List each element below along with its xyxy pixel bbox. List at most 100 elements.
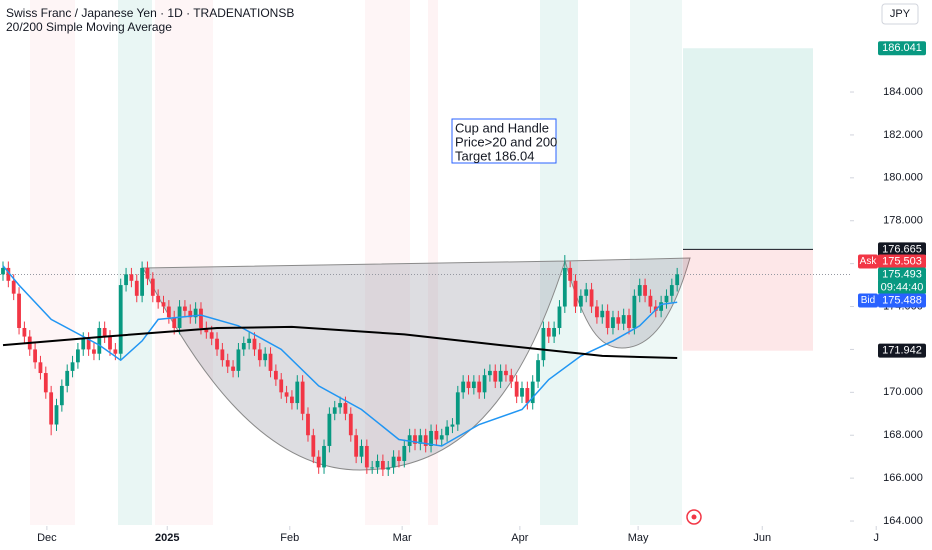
candle-body	[354, 435, 359, 457]
candle-body	[252, 338, 257, 350]
candle-body	[359, 445, 364, 457]
candle-body	[482, 375, 487, 393]
candle-body	[536, 360, 540, 382]
candle-body	[434, 430, 439, 440]
candle-body	[664, 295, 669, 303]
x-tick-label: Jun	[753, 532, 771, 544]
candle-body	[584, 289, 589, 296]
alert-dot	[691, 514, 697, 520]
green-band	[540, 0, 578, 525]
stop-price: 171.942	[882, 345, 922, 357]
candle-body	[418, 435, 423, 444]
candle-body	[413, 435, 417, 444]
candle-body	[129, 274, 134, 281]
indicator-label: 20/200 Simple Moving Average	[6, 20, 172, 34]
session-bands	[30, 0, 682, 525]
chart-title: Swiss Franc / Japanese Yen · 1D · TRADEN…	[6, 6, 294, 20]
loss-zone	[683, 249, 813, 351]
candle-body	[273, 370, 278, 380]
candle-body	[113, 349, 118, 354]
candle-body	[648, 295, 653, 307]
x-tick-label: J	[873, 532, 879, 544]
candle-body	[70, 362, 75, 371]
annotation-line: Target 186.04	[455, 148, 535, 163]
x-tick-label: Feb	[280, 532, 299, 544]
candle-body	[43, 373, 48, 393]
candle-body	[295, 381, 300, 404]
x-tick-label: Mar	[393, 532, 412, 544]
candle-body	[204, 327, 209, 333]
candle-body	[616, 317, 621, 324]
candle-body	[589, 289, 594, 307]
last-price-box	[878, 267, 926, 282]
green-band	[118, 0, 152, 525]
candle-body	[257, 349, 262, 361]
candle-body	[86, 338, 91, 350]
plot-area	[0, 48, 850, 476]
candle-body	[247, 338, 252, 343]
candle-body	[562, 267, 567, 307]
candle-body	[59, 385, 64, 406]
y-tick-label: 166.000	[883, 472, 923, 484]
candle-body	[477, 381, 482, 393]
candle-body	[659, 302, 664, 311]
candle-body	[76, 349, 80, 363]
candle-body	[627, 315, 631, 328]
ask-label: Ask	[860, 256, 878, 267]
y-tick-label: 170.000	[883, 386, 923, 398]
candle-body	[17, 293, 21, 328]
candle-body	[118, 285, 123, 354]
candle-body	[38, 362, 43, 374]
x-tick-label: May	[628, 532, 649, 544]
candle-body	[54, 405, 59, 425]
alert-icon[interactable]	[686, 509, 702, 525]
candle-body	[498, 370, 503, 382]
candle-body	[102, 327, 107, 337]
candle-body	[637, 285, 642, 296]
candle-body	[557, 306, 562, 328]
target-price-box	[878, 41, 926, 56]
candle-body	[348, 413, 353, 436]
y-tick-label: 182.000	[883, 129, 923, 141]
candle-body	[445, 426, 449, 436]
candle-body	[370, 467, 375, 469]
candle-body	[268, 353, 273, 371]
candle-body	[1, 267, 5, 275]
annotation-line: Cup and Handle	[455, 120, 549, 135]
candle-body	[439, 435, 444, 440]
candle-body	[316, 456, 321, 468]
target-price: 186.041	[882, 42, 922, 54]
candle-body	[514, 381, 519, 397]
candle-body	[450, 424, 455, 427]
candle-body	[605, 310, 610, 328]
candle-body	[225, 360, 230, 367]
candle-body	[161, 302, 166, 307]
bid-price: 175.488	[882, 294, 922, 306]
candle-body	[306, 413, 310, 436]
ask-price-box	[878, 254, 926, 269]
bid-label-box	[858, 293, 878, 308]
countdown-box	[878, 280, 926, 294]
candle-body	[215, 338, 219, 350]
candle-body	[423, 435, 428, 446]
candle-body	[391, 456, 396, 468]
bid-price-box	[878, 293, 926, 308]
candle-body	[573, 280, 578, 307]
candle-body	[6, 267, 11, 281]
candle-body	[279, 379, 284, 393]
cup-shape	[142, 257, 691, 471]
moving-average	[2, 325, 678, 359]
candle-body	[241, 342, 246, 350]
candle-body	[145, 267, 150, 279]
candle-body	[397, 456, 401, 461]
candle-body	[332, 407, 337, 414]
candle-body	[461, 381, 466, 393]
last-price: 175.493	[882, 268, 922, 280]
candle-body	[343, 403, 348, 414]
red-band	[365, 0, 410, 525]
candle-body	[134, 280, 139, 296]
candle-body	[108, 336, 112, 350]
candle-body	[156, 295, 161, 303]
red-band	[155, 0, 213, 525]
moving-average	[2, 265, 678, 447]
